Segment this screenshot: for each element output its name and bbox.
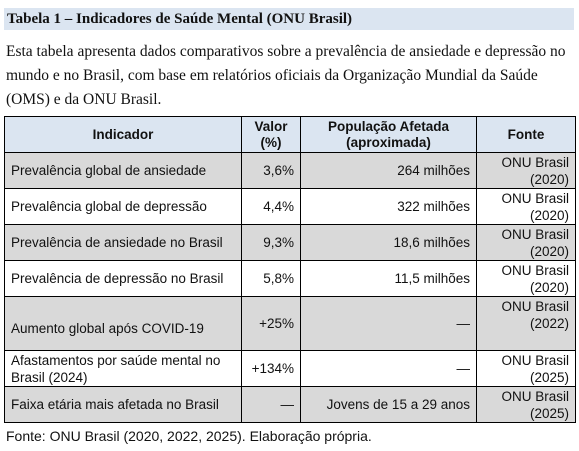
fonte-name: ONU Brasil [501,299,569,314]
table-row: Prevalência de ansiedade no Brasil 9,3% … [4,224,576,261]
source-caption: Fonte: ONU Brasil (2020, 2022, 2025). El… [6,428,372,444]
fonte-name: ONU Brasil [501,388,569,404]
fonte-year: (2025) [529,369,569,385]
cell-fonte: ONU Brasil (2025) [476,350,576,387]
header-valor-line1: Valor [254,118,288,134]
cell-fonte: ONU Brasil (2025) [476,386,576,423]
cell-indicador: Prevalência global de ansiedade [4,152,242,189]
fonte-year: (2020) [529,243,569,259]
intro-paragraph: Esta tabela apresenta dados comparativos… [6,43,566,108]
header-pop-line1: População Afetada [327,118,450,134]
cell-indicador: Faixa etária mais afetada no Brasil [4,386,242,423]
header-pop-line2: (aproximada) [346,134,431,150]
cell-indicador: Afastamentos por saúde mental no Brasil … [4,350,242,387]
header-valor-line2: (%) [260,134,282,150]
table-row: Faixa etária mais afetada no Brasil — Jo… [4,386,576,423]
fonte-name: ONU Brasil [501,154,569,170]
header-populacao: População Afetada (aproximada) [300,116,477,153]
cell-indicador: Prevalência de depressão no Brasil [4,260,242,297]
cell-fonte: ONU Brasil (2020) [476,260,576,297]
cell-populacao: — [300,350,477,387]
indicators-table: Indicador Valor (%) População Afetada (a… [4,116,576,423]
cell-indicador: Prevalência global de depressão [4,188,242,225]
cell-populacao: — [300,296,477,351]
table-row: Prevalência global de ansiedade 3,6% 264… [4,152,576,189]
cell-indicador: Aumento global após COVID-19 [4,296,242,351]
table-header-row: Indicador Valor (%) População Afetada (a… [4,116,576,153]
fonte-year: (2022) [529,316,569,331]
fonte-year: (2020) [529,279,569,295]
cell-valor: 9,3% [241,224,301,261]
cell-valor: +25% [241,296,301,351]
cell-valor: — [241,386,301,423]
cell-fonte: ONU Brasil (2020) [476,188,576,225]
cell-indicador: Prevalência de ansiedade no Brasil [4,224,242,261]
cell-populacao: 322 milhões [300,188,477,225]
fonte-year: (2020) [529,207,569,223]
table-title: Tabela 1 – Indicadores de Saúde Mental (… [4,8,574,30]
cell-populacao: Jovens de 15 a 29 anos [300,386,477,423]
cell-valor: 4,4% [241,188,301,225]
fonte-name: ONU Brasil [501,226,569,242]
cell-valor: +134% [241,350,301,387]
cell-valor: 5,8% [241,260,301,297]
table-row: Afastamentos por saúde mental no Brasil … [4,350,576,387]
fonte-year: (2020) [529,171,569,187]
table-row: Prevalência global de depressão 4,4% 322… [4,188,576,225]
cell-fonte: ONU Brasil (2022) [476,296,576,351]
cell-fonte: ONU Brasil (2020) [476,224,576,261]
header-indicador: Indicador [4,116,242,153]
header-valor: Valor (%) [241,116,301,153]
cell-fonte: ONU Brasil (2020) [476,152,576,189]
cell-populacao: 11,5 milhões [300,260,477,297]
header-fonte: Fonte [476,116,576,153]
cell-valor: 3,6% [241,152,301,189]
fonte-name: ONU Brasil [501,262,569,278]
cell-populacao: 264 milhões [300,152,477,189]
cell-populacao: 18,6 milhões [300,224,477,261]
fonte-name: ONU Brasil [501,190,569,206]
fonte-year: (2025) [529,405,569,421]
table-row: Prevalência de depressão no Brasil 5,8% … [4,260,576,297]
fonte-name: ONU Brasil [501,352,569,368]
table-row: Aumento global após COVID-19 +25% — ONU … [4,296,576,351]
